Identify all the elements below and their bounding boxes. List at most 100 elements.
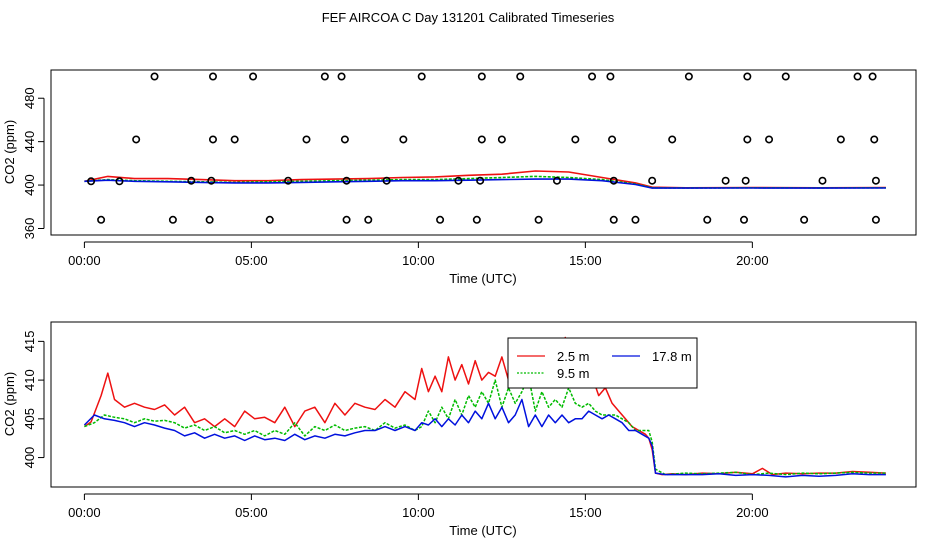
calibration-point xyxy=(132,135,141,144)
top-plot-frame xyxy=(50,69,917,236)
bot-y-tick-label: 405 xyxy=(22,408,37,430)
calibration-point xyxy=(302,135,311,144)
calibration-point xyxy=(648,176,657,185)
calibration-point xyxy=(382,176,391,185)
bottom-panel: 00:00 05:00 10:00 15:00 20:00 400 405 410 415 T… xyxy=(2,321,917,538)
legend-label-2-5m: 2.5 m xyxy=(557,349,590,364)
calibration-point xyxy=(230,135,239,144)
calibration-point xyxy=(472,215,481,224)
calibration-point xyxy=(477,135,486,144)
calibration-point xyxy=(97,215,106,224)
calibration-point xyxy=(364,215,373,224)
top-x-tick-label: 05:00 xyxy=(235,253,268,268)
calibration-point xyxy=(497,135,506,144)
legend-label-9-5m: 9.5 m xyxy=(557,366,590,381)
bottom-x-label: Time (UTC) xyxy=(449,523,516,538)
calibration-point xyxy=(320,72,329,81)
calibration-point xyxy=(534,215,543,224)
calibration-point xyxy=(516,72,525,81)
top-y-label: CO2 (ppm) xyxy=(2,120,17,184)
calibration-point xyxy=(168,215,177,224)
top-x-tick-label: 20:00 xyxy=(736,253,769,268)
calibration-point xyxy=(743,72,752,81)
top-x-tick-label: 15:00 xyxy=(569,253,602,268)
calibration-point xyxy=(208,72,217,81)
calibration-point xyxy=(870,135,879,144)
calibration-point xyxy=(631,215,640,224)
calibration-point xyxy=(150,72,159,81)
calibration-point xyxy=(871,215,880,224)
top-y-axis: 360 400 440 480 xyxy=(22,87,45,240)
calibration-point xyxy=(208,135,217,144)
calibration-point xyxy=(342,215,351,224)
calibration-point xyxy=(340,135,349,144)
calibration-point xyxy=(417,72,426,81)
bottom-series-group xyxy=(83,336,886,478)
calibration-point xyxy=(741,176,750,185)
calibration-point xyxy=(207,176,216,185)
legend: 2.5 m 9.5 m 17.8 m xyxy=(507,337,698,389)
calibration-point xyxy=(187,176,196,185)
calibration-point xyxy=(477,72,486,81)
calibration-point xyxy=(399,135,408,144)
calibration-point xyxy=(668,135,677,144)
calibration-point xyxy=(337,72,346,81)
top-x-axis: 00:00 05:00 10:00 15:00 20:00 xyxy=(68,241,769,268)
bottom-x-axis: 00:00 05:00 10:00 15:00 20:00 xyxy=(68,493,769,520)
top-series-group xyxy=(84,170,886,189)
calibration-point xyxy=(265,215,274,224)
calibration-point xyxy=(781,72,790,81)
calibration-point xyxy=(743,135,752,144)
calibration-point xyxy=(284,176,293,185)
bot-series-9-5m xyxy=(84,375,886,476)
calibration-point xyxy=(342,176,351,185)
calibration-point xyxy=(836,135,845,144)
calibration-point xyxy=(588,72,597,81)
figure-title: FEF AIRCOA C Day 131201 Calibrated Times… xyxy=(322,10,615,25)
calibration-point xyxy=(703,215,712,224)
bot-y-tick-label: 410 xyxy=(22,369,37,391)
calibration-point xyxy=(606,72,615,81)
bot-y-tick-label: 400 xyxy=(22,447,37,469)
calibration-point xyxy=(853,72,862,81)
calibration-point xyxy=(608,135,617,144)
calibration-point xyxy=(800,215,809,224)
calibration-point xyxy=(740,215,749,224)
bot-x-tick-label: 15:00 xyxy=(569,505,602,520)
legend-label-17-8m: 17.8 m xyxy=(652,349,692,364)
bot-x-tick-label: 05:00 xyxy=(235,505,268,520)
bot-x-tick-label: 00:00 xyxy=(68,505,101,520)
calibration-point xyxy=(87,177,96,186)
calibration-point xyxy=(818,176,827,185)
top-y-tick-label: 440 xyxy=(22,131,37,153)
calibration-point xyxy=(868,72,877,81)
top-y-tick-label: 400 xyxy=(22,174,37,196)
bot-x-tick-label: 20:00 xyxy=(736,505,769,520)
bot-y-tick-label: 415 xyxy=(22,331,37,353)
calibration-point xyxy=(684,72,693,81)
top-y-tick-label: 360 xyxy=(22,218,37,240)
bottom-y-label: CO2 (ppm) xyxy=(2,372,17,436)
calibration-point xyxy=(454,176,463,185)
top-calibration-points xyxy=(87,72,880,224)
bot-x-tick-label: 10:00 xyxy=(402,505,435,520)
calibration-point xyxy=(871,176,880,185)
top-panel: 00:00 05:00 10:00 15:00 20:00 360 400 440 480 T… xyxy=(2,69,917,286)
calibration-point xyxy=(476,176,485,185)
bottom-y-axis: 400 405 410 415 xyxy=(22,331,45,469)
calibration-point xyxy=(609,176,618,185)
calibration-point xyxy=(115,177,124,186)
bot-series-2-5m xyxy=(83,336,886,476)
calibration-point xyxy=(436,215,445,224)
top-series-17-8m xyxy=(84,178,886,189)
calibration-point xyxy=(249,72,258,81)
calibration-point xyxy=(205,215,214,224)
calibration-point xyxy=(765,135,774,144)
top-x-label: Time (UTC) xyxy=(449,271,516,286)
legend-box xyxy=(507,337,698,389)
top-y-tick-label: 480 xyxy=(22,87,37,109)
top-x-tick-label: 10:00 xyxy=(402,253,435,268)
calibration-point xyxy=(571,135,580,144)
calibration-point xyxy=(721,176,730,185)
